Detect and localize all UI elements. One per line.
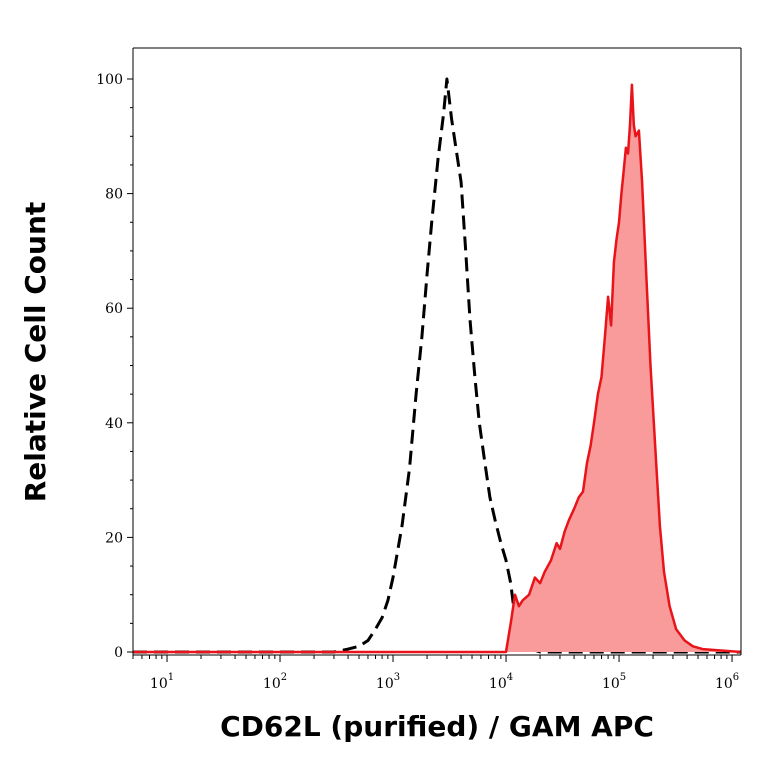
x-tick-label: 103 [376, 672, 400, 692]
ticks-layer: 0 20 40 60 80 100 101 102 103 104 105 106 [96, 72, 739, 692]
y-tick-label: 60 [105, 301, 123, 317]
x-tick-label: 101 [150, 672, 174, 692]
axes-layer [132, 47, 742, 656]
series-layer [133, 77, 742, 654]
y-tick-label: 0 [114, 645, 123, 661]
y-tick-label: 100 [96, 72, 123, 88]
y-tick-label: 80 [105, 187, 123, 203]
x-axis-title: CD62L (purified) / GAM APC [220, 710, 654, 743]
x-tick-label: 104 [489, 672, 513, 692]
y-tick-label: 40 [105, 416, 123, 432]
y-tick-label: 20 [105, 530, 123, 546]
series-line-1 [133, 83, 742, 654]
series-line-0 [133, 77, 741, 654]
series-fill-1 [133, 84, 741, 652]
x-tick-label: 105 [602, 672, 626, 692]
x-tick-label: 106 [715, 672, 739, 692]
x-tick-label: 102 [263, 672, 287, 692]
y-axis-title: Relative Cell Count [19, 202, 52, 503]
